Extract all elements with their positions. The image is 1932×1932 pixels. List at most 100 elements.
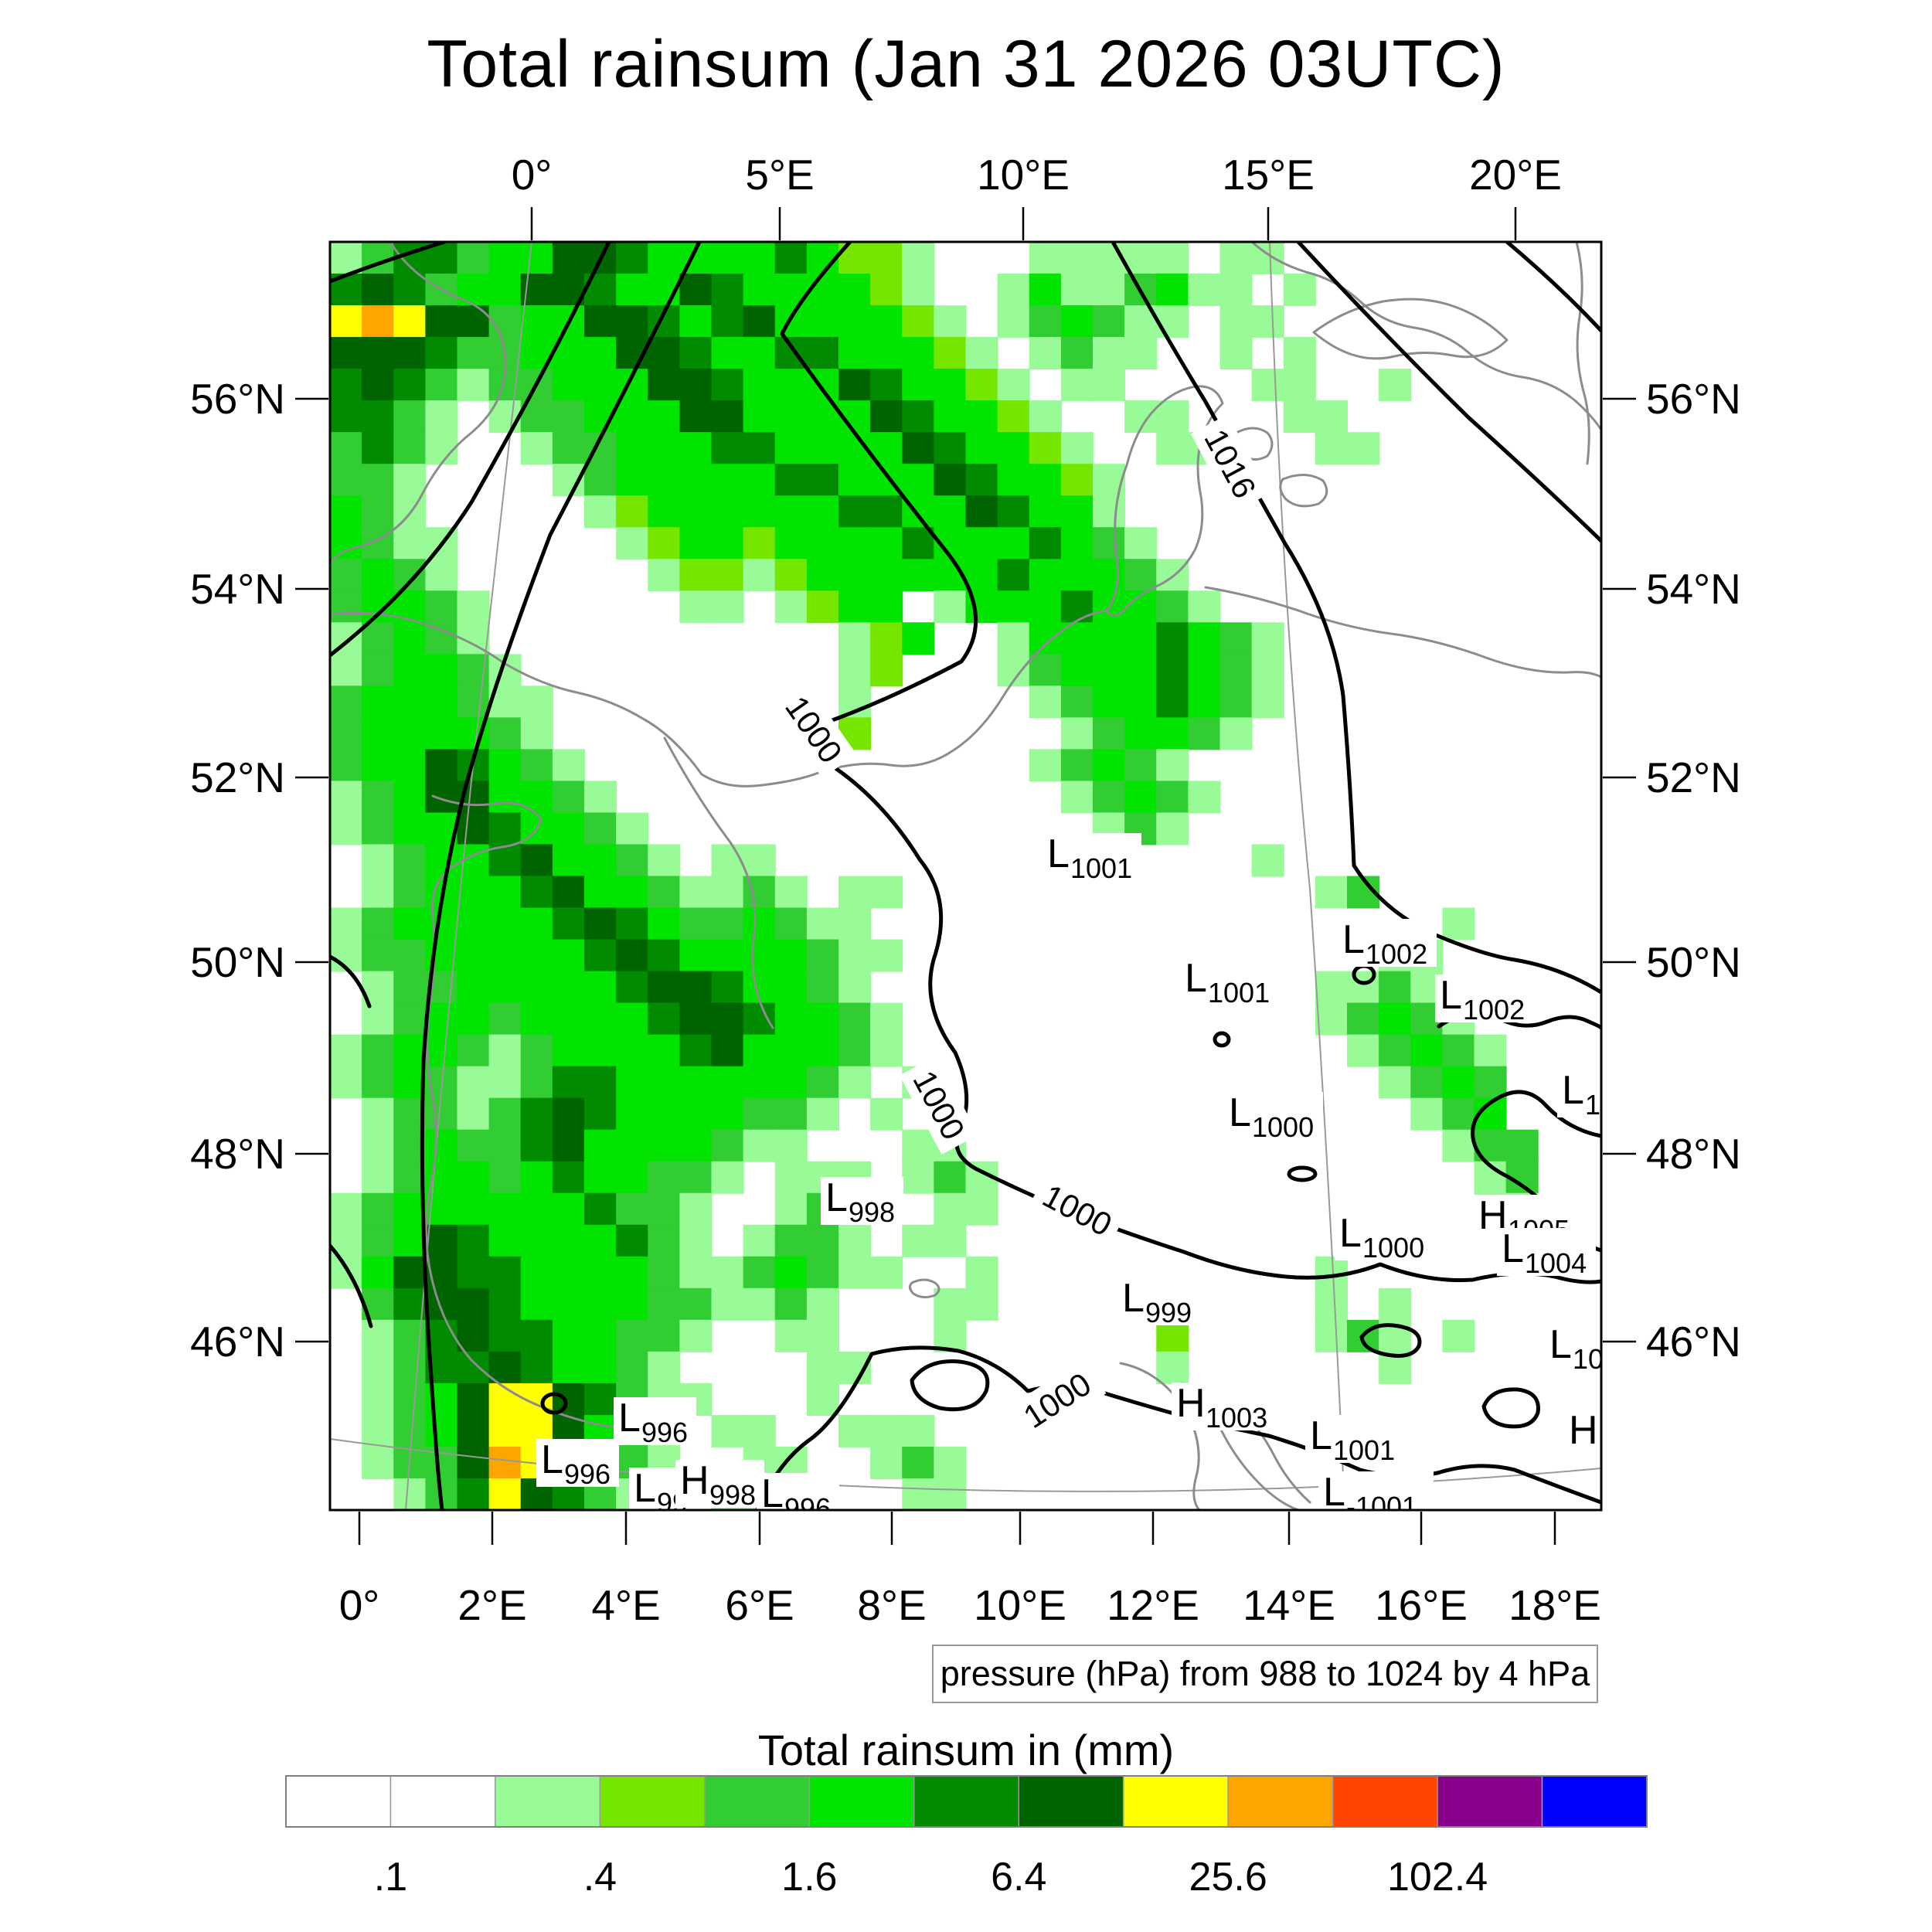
rain-cell	[362, 1414, 395, 1447]
rain-cell	[457, 274, 490, 307]
rain-cell	[711, 1414, 744, 1447]
rain-cell	[457, 1129, 490, 1162]
rain-cell	[1315, 876, 1348, 909]
rain-cell	[616, 305, 649, 338]
right-tick-label: 52°N	[1646, 753, 1741, 801]
rain-cell	[743, 1002, 776, 1036]
rain-cell	[616, 495, 649, 529]
rain-cell	[711, 907, 744, 940]
rain-cell	[584, 971, 617, 1004]
rain-cell	[838, 907, 872, 940]
rain-cell	[584, 876, 617, 909]
pressure-marker-bg	[1117, 1277, 1200, 1325]
rain-cell	[838, 337, 872, 370]
rain-cell	[457, 812, 490, 845]
rain-cell	[616, 1129, 649, 1162]
rain-cell	[806, 1256, 839, 1289]
rain-cell	[1315, 1287, 1348, 1321]
colorbar-title: Total rainsum in (mm)	[757, 1726, 1175, 1774]
rain-cell	[902, 622, 935, 655]
rain-cell	[457, 971, 490, 1004]
pressure-marker: L 998	[821, 1175, 903, 1228]
rain-cell	[648, 464, 681, 497]
colorbar-cell	[1541, 1775, 1648, 1828]
rain-cell	[1124, 559, 1158, 592]
rain-cell	[1093, 274, 1126, 307]
pressure-marker-letter: L	[1122, 1276, 1145, 1321]
rain-cell	[806, 305, 839, 338]
rain-cell	[838, 590, 872, 624]
rain-cell	[711, 876, 744, 909]
colorbar-tick-label: .4	[583, 1855, 617, 1900]
rain-cell	[552, 369, 585, 402]
rain-cell	[520, 1192, 553, 1226]
rain-cell	[584, 1383, 617, 1416]
rain-cell	[997, 622, 1030, 655]
isobar	[1481, 1387, 1540, 1429]
rain-cell	[1060, 242, 1094, 275]
rain-cell	[648, 1097, 681, 1131]
rain-cell	[679, 971, 713, 1004]
rain-cell	[488, 1129, 522, 1162]
rain-cell	[774, 495, 808, 529]
rain-cell	[679, 432, 713, 465]
pressure-marker-letter: L	[1502, 1226, 1524, 1271]
rain-cell	[902, 369, 935, 402]
rain-cell	[425, 749, 458, 782]
rain-cell	[552, 907, 585, 940]
rain-cell	[457, 1287, 490, 1321]
rain-cell	[457, 590, 490, 624]
rain-cell	[520, 1287, 553, 1321]
rain-cell	[330, 590, 363, 624]
rain-cell	[1188, 622, 1221, 655]
rain-cell	[393, 1066, 427, 1099]
rain-cell	[1379, 1034, 1412, 1067]
rain-cell	[552, 939, 585, 972]
rain-cell	[520, 971, 553, 1004]
rain-cell	[393, 1224, 427, 1257]
coastline	[1204, 586, 1601, 679]
rain-cell	[362, 622, 395, 655]
rain-cell	[806, 907, 839, 940]
rain-cell	[902, 1129, 935, 1162]
rain-cell	[1442, 907, 1475, 940]
rain-cell	[520, 1002, 553, 1036]
rain-cell	[362, 495, 395, 529]
rain-cell	[488, 305, 522, 338]
rain-cell	[584, 464, 617, 497]
rain-cell	[774, 1256, 808, 1289]
page-title: Total rainsum (Jan 31 2026 03UTC)	[427, 27, 1505, 101]
pressure-marker-bg	[1335, 1213, 1434, 1260]
bottom-tick-label: 18°E	[1509, 1581, 1601, 1629]
rain-cell	[870, 527, 903, 560]
rain-cell	[1283, 400, 1316, 434]
rain-cell	[425, 305, 458, 338]
rain-cell	[425, 1034, 458, 1067]
rain-cell	[362, 432, 395, 465]
rain-cell	[520, 1224, 553, 1257]
colorbar: .1 .4 1.6 6.4 25.6 102.4	[285, 1775, 1648, 1900]
rain-cell	[1093, 337, 1126, 370]
rain-cell	[393, 1034, 427, 1067]
rain-cell	[1188, 274, 1221, 307]
rain-cell	[552, 1002, 585, 1036]
rain-cell	[616, 1319, 649, 1352]
rain-cell	[1251, 622, 1284, 655]
rain-cell	[1029, 559, 1062, 592]
rain-cell	[648, 1351, 681, 1384]
rain-cell	[679, 400, 713, 434]
rain-cell	[1093, 685, 1126, 719]
pressure-marker-value: 100	[1573, 1343, 1619, 1375]
rain-cell	[1474, 1034, 1507, 1067]
rain-cell	[870, 400, 903, 434]
contour-label-bg	[899, 1056, 979, 1155]
rain-cell	[1379, 1002, 1412, 1036]
rain-cell	[584, 907, 617, 940]
rain-cell	[743, 939, 776, 972]
pressure-marker-value: 1	[1598, 1429, 1614, 1461]
rain-cell	[552, 400, 585, 434]
isobar	[1505, 242, 1601, 333]
rain-cell	[743, 369, 776, 402]
rain-cell	[679, 876, 713, 909]
rain-cell	[520, 717, 553, 750]
